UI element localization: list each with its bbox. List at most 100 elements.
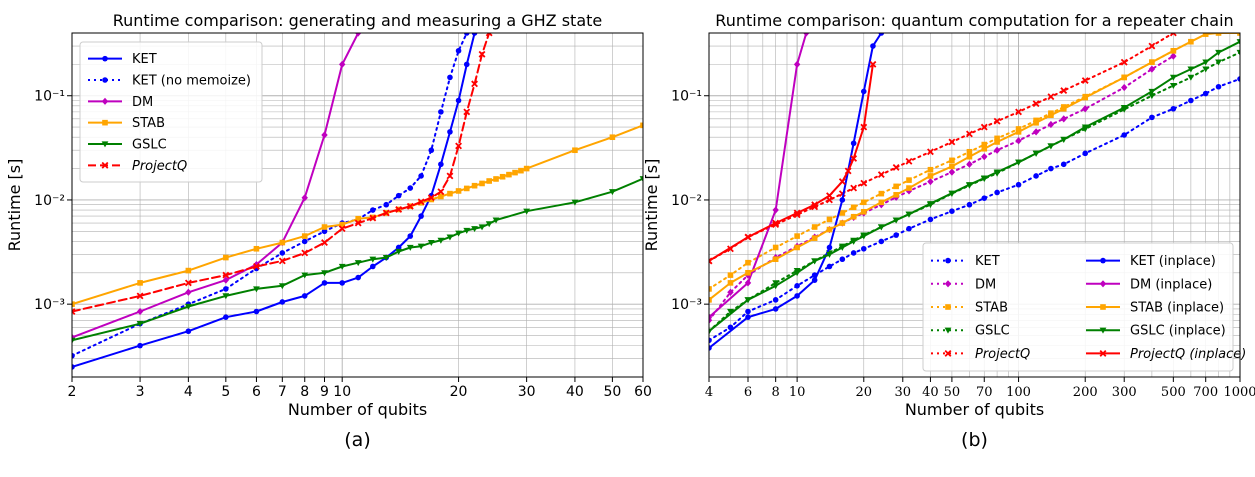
- data-point: [727, 280, 734, 286]
- data-point: [826, 263, 833, 270]
- data-point: [1170, 105, 1177, 112]
- x-tick-label: 50: [944, 385, 961, 400]
- data-point: [428, 147, 435, 154]
- legend-marker: [945, 257, 951, 264]
- data-point: [354, 219, 362, 227]
- data-point: [906, 185, 912, 191]
- legend-label: KET (no memoize): [132, 74, 251, 89]
- legend-item: KET: [931, 254, 1000, 269]
- data-point: [640, 122, 643, 129]
- data-point: [370, 207, 376, 213]
- data-point: [437, 237, 445, 244]
- data-point: [981, 145, 988, 152]
- data-point: [927, 201, 934, 208]
- x-tick-label: 10: [333, 384, 351, 400]
- data-point: [446, 234, 454, 241]
- data-point: [980, 123, 988, 131]
- legend-label: GSLC: [132, 138, 167, 153]
- data-point: [1015, 126, 1022, 132]
- data-point: [793, 270, 801, 277]
- data-point: [438, 109, 444, 115]
- x-tick-label: 50: [603, 384, 621, 400]
- data-point: [222, 271, 230, 279]
- series-group-1: [72, 33, 643, 370]
- data-point: [811, 258, 819, 265]
- data-point: [839, 210, 846, 216]
- data-point: [860, 179, 868, 187]
- data-point: [772, 219, 780, 227]
- data-point: [993, 117, 1001, 125]
- data-point: [608, 189, 616, 196]
- data-point: [860, 208, 867, 215]
- data-point: [826, 226, 833, 233]
- data-point: [860, 199, 867, 206]
- data-point: [850, 204, 857, 211]
- data-point: [966, 201, 973, 208]
- data-point: [447, 74, 453, 81]
- data-point: [1047, 143, 1055, 150]
- data-point: [1015, 108, 1022, 116]
- data-point: [1015, 129, 1022, 135]
- data-point: [839, 220, 846, 226]
- data-point: [355, 215, 361, 222]
- data-point: [355, 274, 361, 281]
- data-point: [1170, 47, 1177, 54]
- data-point: [185, 288, 192, 296]
- data-point: [794, 293, 800, 299]
- data-point: [338, 225, 346, 233]
- data-point: [744, 233, 752, 241]
- data-point: [744, 297, 752, 304]
- data-point: [1081, 77, 1089, 84]
- data-point: [1148, 88, 1156, 95]
- x-tick-label: 20: [856, 385, 873, 400]
- data-point: [745, 314, 751, 320]
- x-tick-label: 4: [184, 384, 193, 400]
- data-point: [1215, 49, 1222, 56]
- axes-frame-2: [708, 32, 1241, 378]
- data-point: [253, 245, 260, 252]
- data-point: [1033, 173, 1039, 179]
- legend-marker: [1100, 304, 1106, 310]
- data-point: [321, 270, 328, 277]
- data-point: [744, 279, 752, 287]
- data-point: [301, 194, 308, 202]
- data-point: [811, 201, 819, 209]
- data-point: [905, 157, 913, 165]
- data-point: [253, 286, 260, 293]
- data-point: [994, 189, 1000, 196]
- x-tick-label: 6: [252, 384, 261, 400]
- data-point: [301, 272, 309, 279]
- data-point: [1032, 128, 1040, 136]
- y-tick-label: 10⁻²: [671, 193, 702, 209]
- x-tick-label: 60: [634, 384, 652, 400]
- legend-marker: [1100, 257, 1106, 264]
- chart-title-1: Runtime comparison: generating and measu…: [113, 11, 602, 30]
- axes-frame-1: [71, 32, 644, 378]
- data-point: [338, 263, 346, 270]
- data-point: [1169, 74, 1177, 81]
- data-point: [1188, 97, 1194, 104]
- data-point: [278, 283, 286, 290]
- legend-box: [79, 41, 263, 183]
- data-point: [745, 269, 751, 276]
- data-point: [223, 254, 229, 261]
- data-point: [1015, 159, 1022, 166]
- legend-label: STAB: [975, 301, 1008, 316]
- data-point: [994, 135, 1000, 142]
- panel-caption-2: (b): [961, 429, 988, 451]
- legend-item: STAB: [88, 116, 165, 131]
- data-point: [949, 157, 955, 164]
- legend-label: KET: [975, 254, 1000, 269]
- data-point: [1082, 94, 1089, 101]
- data-point: [1121, 132, 1128, 138]
- data-point: [455, 47, 462, 54]
- data-point: [793, 209, 801, 217]
- data-point: [906, 225, 912, 232]
- data-point: [486, 178, 492, 184]
- series-line-1-2: [72, 33, 468, 357]
- x-tick-label: 70: [976, 385, 993, 400]
- data-point: [1169, 83, 1177, 90]
- data-point: [965, 130, 973, 138]
- legend-marker: [101, 141, 109, 148]
